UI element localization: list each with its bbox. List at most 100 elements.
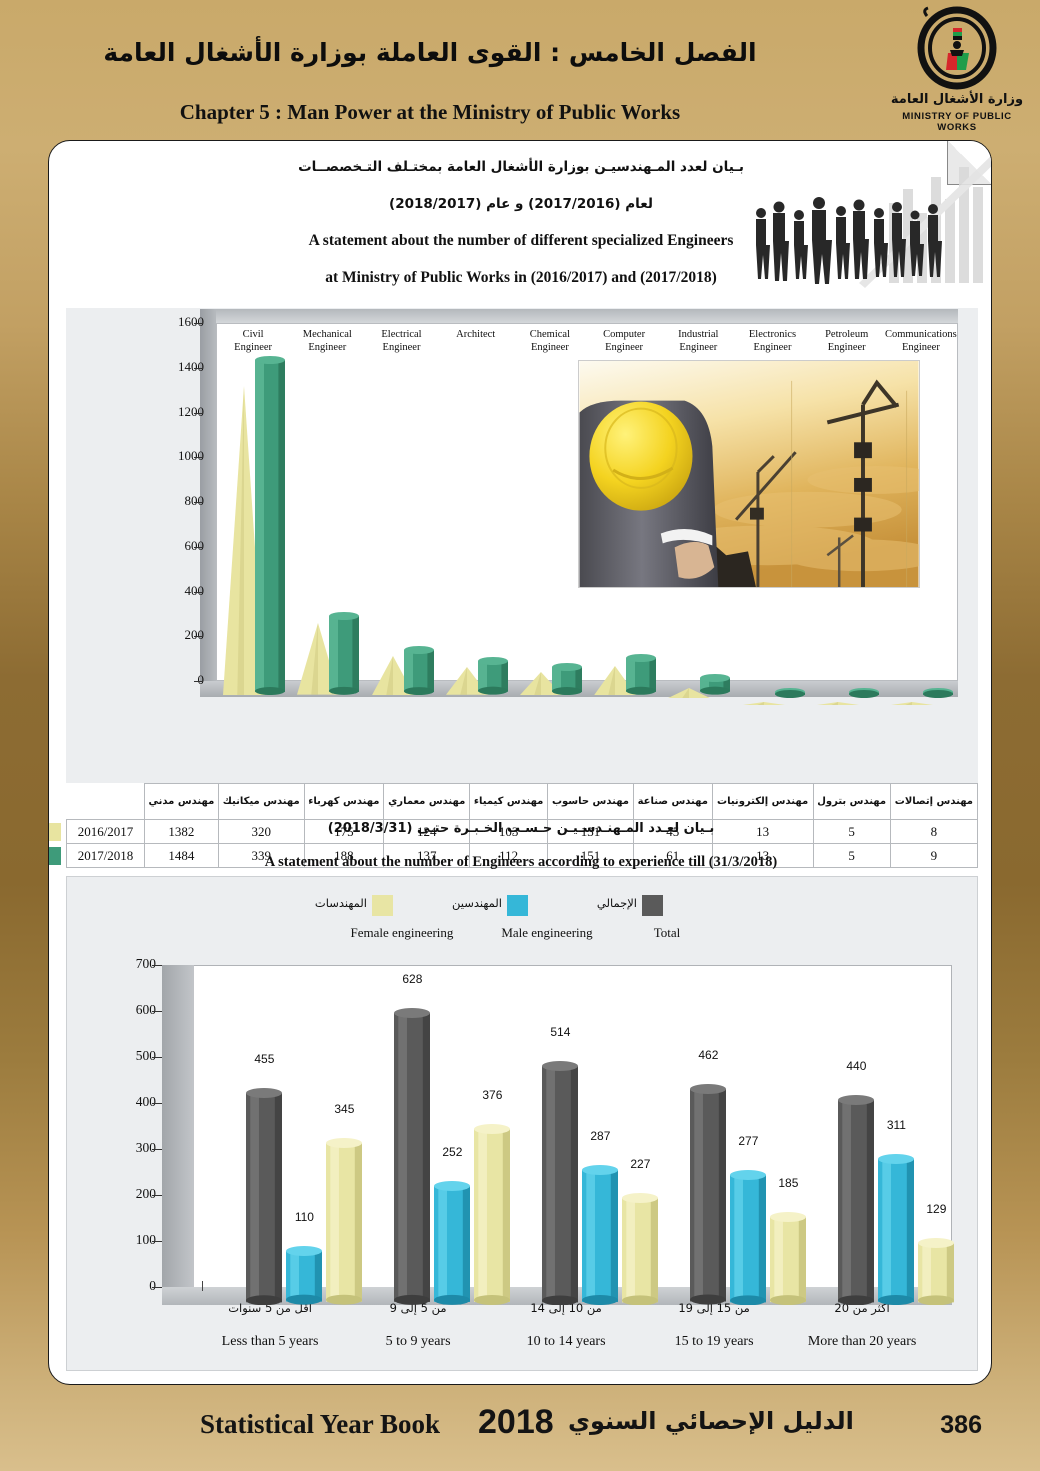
chart2-bar-total — [394, 1008, 431, 1305]
decorative-people-bars-art — [756, 155, 991, 288]
chapter-title-arabic: الفصل الخامس : القوى العاملة بوزارة الأش… — [103, 38, 757, 67]
chart1-title-arabic-1: بـيان لعدد المـهندسيـن بوزارة الأشغال ال… — [298, 159, 744, 175]
chart1-y-tick-label: 1200 — [178, 403, 204, 419]
chart2-x-label-english: 5 to 9 years — [385, 1334, 451, 1349]
chart1-category-label: Petroleum Engineer — [825, 329, 869, 353]
logo-label-arabic: وزارة الأشغال العامة — [890, 92, 1024, 107]
chart2-bar-female-engineering — [326, 1138, 363, 1305]
table-cell: 188 — [303, 843, 385, 868]
chart2-side-wall — [162, 965, 194, 1303]
table-cell: 1484 — [144, 843, 219, 868]
chart1-bar-2016-2017 — [519, 671, 562, 695]
table-column-header: مهندس إلكترونيات — [711, 783, 814, 820]
ministry-emblem-icon — [917, 6, 997, 90]
chart1-y-tick — [194, 502, 203, 503]
chart1-y-tick-label: 1000 — [178, 448, 204, 464]
chart2-x-label-group: من 5 إلى 9 5 to 9 years — [338, 1301, 498, 1350]
chart1-bar-2016-2017 — [594, 665, 637, 695]
chart2-bar-female-engineering — [474, 1124, 511, 1305]
chart1-y-tick — [194, 412, 203, 414]
ministry-logo: وزارة الأشغال العامة MINISTRY OF PUBLIC … — [882, 6, 1032, 133]
chart2-legend-label-arabic: المهندسين — [451, 896, 502, 910]
chart2-y-tick-label: 500 — [135, 1048, 156, 1063]
chart2-y-tick — [152, 1011, 162, 1013]
chart2-value-label: 345 — [334, 1102, 355, 1117]
chart2-legend-swatch-icon — [372, 895, 393, 916]
table-body: 2016/2017 1382 320 175 124 103 131 45 13 5 8 2017/2… — [49, 819, 979, 868]
table-cell: 131 — [547, 819, 634, 844]
chart1-category-label: Computer Engineer — [603, 329, 646, 353]
chart2-x-label-english: More than 20 years — [807, 1334, 917, 1349]
chart1-y-tick — [194, 457, 203, 459]
legend-swatch-icon — [49, 847, 61, 865]
chart1-bar-2016-2017 — [816, 692, 859, 705]
table-column-header: مهندس كيمياء — [469, 783, 549, 820]
chart2-bar-total — [542, 1060, 579, 1305]
chart2-x-label-group: اقل من 5 سنوات Less than 5 years — [190, 1301, 350, 1350]
chart2-bar-male-engineering — [582, 1164, 619, 1305]
page-header: الفصل الخامس : القوى العاملة بوزارة الأش… — [0, 0, 1040, 140]
table-column-header: مهندس بترول — [812, 783, 891, 820]
chart1-bar-2017-2018 — [329, 612, 360, 695]
table-cell: 9 — [889, 843, 979, 868]
table-column-header: مهندس صناعة — [632, 783, 713, 820]
chart1-y-tick-label: 1400 — [178, 358, 204, 374]
chart1-bar-2017-2018 — [477, 657, 508, 695]
chart1-y-tick-label: 200 — [184, 627, 205, 643]
chart2-value-label: 129 — [926, 1201, 947, 1216]
chart2-legend-swatch-icon — [507, 895, 528, 916]
chart2-value-label: 252 — [442, 1145, 463, 1160]
page-number: 386 — [940, 1411, 982, 1439]
table-header-row: مهندس مدني مهندس ميكانيك مهندس كهرباء مهندس… — [67, 783, 979, 820]
footer-title-english: Statistical Year Book — [200, 1409, 440, 1439]
chart2-y-tick — [152, 1149, 162, 1151]
table-column-header: مهندس معماري — [383, 783, 471, 820]
table-cell: 13 — [711, 843, 814, 868]
chart2-plot-area: 0 100 200 300 400 500 600 700 455 628 514 462 — [136, 956, 955, 1305]
chart1-bar-2017-2018 — [403, 645, 434, 695]
chart2-x-label-english: 15 to 19 years — [674, 1334, 754, 1349]
table-column-header: مهندس إتصالات — [889, 783, 979, 820]
table-cell: 61 — [632, 843, 713, 868]
chart2-y-tick-label: 400 — [135, 1094, 156, 1109]
chart1-title-english-2: at Ministry of Public Works in (2016/201… — [325, 269, 717, 286]
chart1-category-label: Electronics Engineer — [748, 329, 797, 353]
chart2-bar-total — [838, 1094, 875, 1305]
chart2-value-label: 311 — [886, 1117, 906, 1132]
chart1-y-tick-label: 1600 — [178, 314, 204, 329]
chart2-value-label: 462 — [698, 1048, 719, 1063]
table-cell: 45 — [632, 819, 713, 844]
chart2-legend-swatch-icon — [642, 895, 663, 916]
chart2-x-label-arabic: من 10 إلى 14 — [530, 1301, 602, 1315]
chart1-bar-2017-2018 — [774, 685, 805, 698]
chart2-value-label: 376 — [482, 1088, 503, 1103]
chart1-top-wall — [200, 309, 958, 323]
chart2-legend: الإجمالي Total المهندسين Male engineering ال… — [315, 895, 742, 957]
footer-title-arabic: الدليل الإحصائي السنوي — [568, 1407, 854, 1435]
table-column-header: مهندس مدني — [144, 783, 219, 820]
chart2-y-tick — [152, 1103, 162, 1105]
table-cell: 5 — [812, 843, 891, 868]
chart2-y-tick — [152, 1057, 162, 1059]
chart2-bar-male-engineering — [434, 1181, 471, 1305]
chart1-bar-2017-2018 — [551, 662, 582, 695]
chart2-title-arabic: بـيان لعـدد المـهنـدسـيـن حـسـب الخـبـرة… — [327, 821, 715, 836]
chart2-y-tick — [152, 1287, 162, 1289]
table-column-header: مهندس ميكانيك — [217, 783, 305, 820]
table-cell: 124 — [383, 819, 471, 844]
table-cell: 320 — [217, 819, 305, 844]
chart1-bar-2017-2018 — [626, 654, 657, 695]
page-footer: Statistical Year Book 2018 الدليل الإحصا… — [0, 1385, 1040, 1471]
chart1-category-label: Chemical Engineer — [529, 329, 571, 353]
chapter-title-english: Chapter 5 : Man Power at the Ministry of… — [179, 100, 681, 124]
chart2-y-tick — [152, 1195, 162, 1197]
chart2-legend-label-english: Male engineering — [501, 925, 593, 940]
chart2-y-tick-label: 100 — [135, 1232, 156, 1247]
logo-label-english: MINISTRY OF PUBLIC WORKS — [902, 111, 1012, 133]
footer-year: 2018 — [478, 1403, 554, 1441]
chart2-value-label: 227 — [630, 1156, 651, 1171]
chart2-value-label: 514 — [550, 1024, 571, 1039]
chart1-bar-2017-2018 — [255, 355, 286, 695]
chart1-titles: بـيان لعدد المـهندسيـن بوزارة الأشغال ال… — [49, 159, 991, 287]
table-row: 2016/2017 1382 320 175 124 103 131 45 13 5 8 — [49, 819, 979, 844]
